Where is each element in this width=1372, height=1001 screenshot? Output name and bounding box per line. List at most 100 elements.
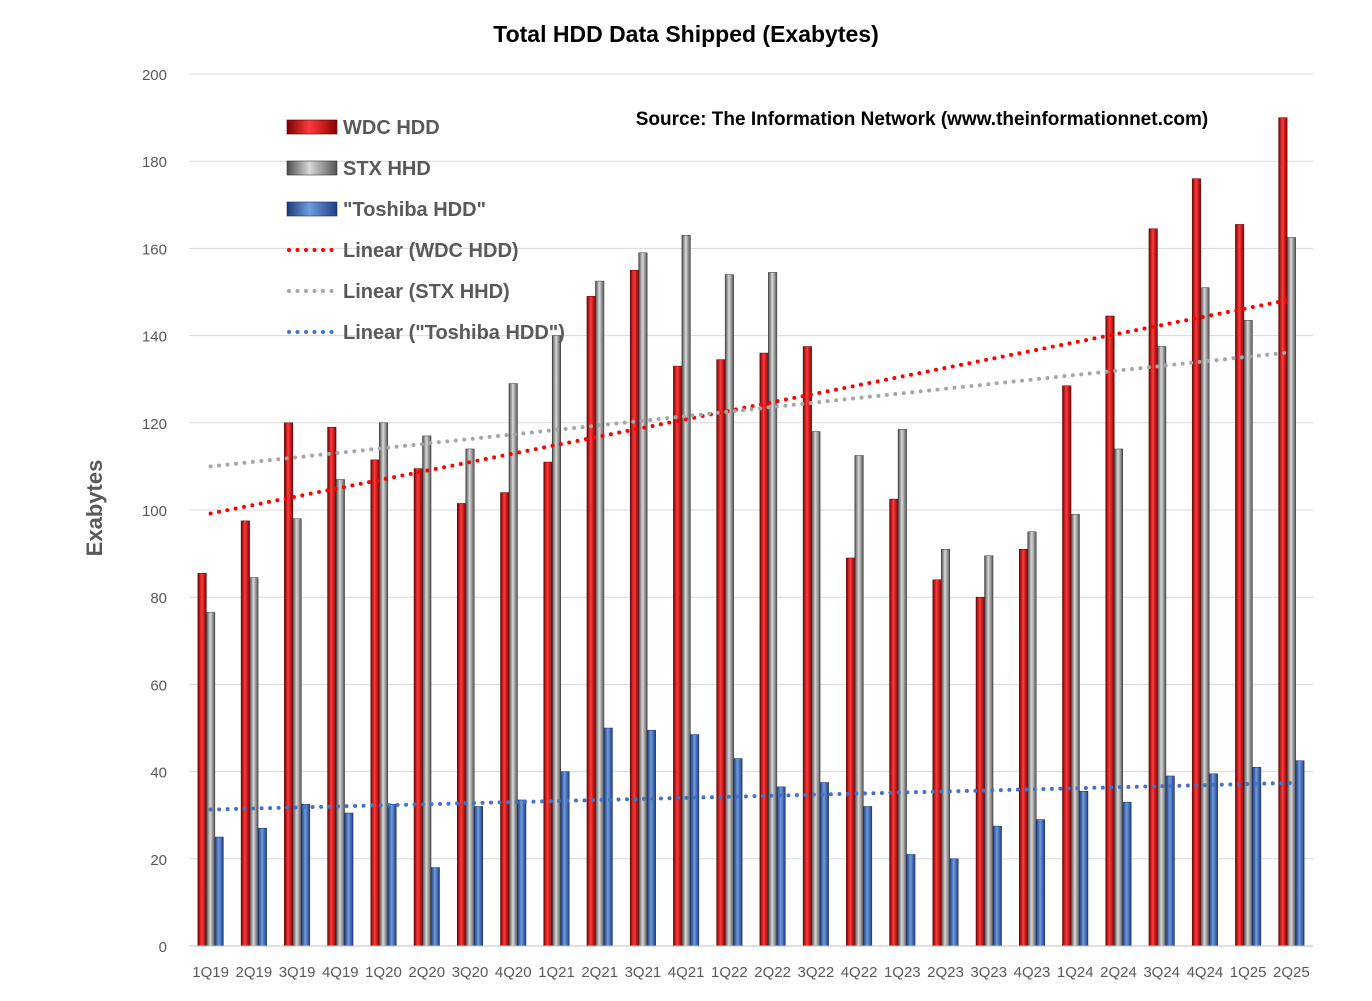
x-tick-label: 1Q20 bbox=[365, 964, 402, 981]
x-tick-label: 3Q24 bbox=[1143, 964, 1180, 981]
trendline-toshiba bbox=[208, 780, 1294, 812]
bar-toshiba-hdd-1q21 bbox=[560, 771, 570, 947]
bar-toshiba-hdd-2q24 bbox=[1122, 801, 1132, 947]
bar-toshiba-hdd-3q22 bbox=[819, 782, 829, 947]
bar-wdc-hdd-2q21 bbox=[586, 296, 596, 947]
bar-toshiba-hdd-2q19 bbox=[257, 828, 267, 947]
y-tick-label: 120 bbox=[142, 416, 167, 433]
chart-title: Total HDD Data Shipped (Exabytes) bbox=[493, 21, 879, 47]
bar-toshiba-hdd-1q22 bbox=[733, 758, 743, 947]
x-tick-label: 2Q20 bbox=[408, 964, 445, 981]
y-tick-labels: 0 20 40 60 80 100 120 140 160 180 200 bbox=[142, 67, 167, 956]
bar-stx-hhd-1q22 bbox=[724, 274, 734, 947]
bar-stx-hhd-4q22 bbox=[854, 455, 864, 947]
bar-toshiba-hdd-1q19 bbox=[214, 836, 224, 947]
x-tick-label: 1Q22 bbox=[711, 964, 748, 981]
bar-stx-hhd-3q20 bbox=[465, 448, 475, 947]
y-axis-label: Exabytes bbox=[82, 460, 107, 557]
bar-wdc-hdd-2q19 bbox=[240, 520, 250, 947]
legend-label: Linear (WDC HDD) bbox=[343, 240, 519, 262]
bar-toshiba-hdd-1q25 bbox=[1252, 766, 1262, 947]
x-tick-label: 4Q21 bbox=[668, 964, 705, 981]
bar-toshiba-hdd-4q20 bbox=[517, 799, 527, 947]
bar-wdc-hdd-4q20 bbox=[500, 492, 510, 947]
bar-stx-hhd-4q19 bbox=[335, 479, 345, 947]
bar-stx-hhd-3q22 bbox=[811, 431, 821, 947]
x-tick-label: 4Q22 bbox=[841, 964, 878, 981]
bar-stx-hhd-3q19 bbox=[292, 518, 302, 947]
x-tick-label: 4Q19 bbox=[322, 964, 359, 981]
bar-toshiba-hdd-3q20 bbox=[474, 806, 483, 947]
bar-wdc-hdd-2q25 bbox=[1278, 117, 1288, 947]
x-tick-label: 4Q20 bbox=[495, 964, 532, 981]
x-tick-label: 4Q24 bbox=[1187, 964, 1224, 981]
bar-toshiba-hdd-3q19 bbox=[301, 804, 311, 947]
x-tick-label: 3Q20 bbox=[452, 964, 489, 981]
bar-toshiba-hdd-1q23 bbox=[906, 854, 916, 947]
bar-stx-hhd-1q19 bbox=[206, 612, 216, 947]
x-tick-label: 2Q24 bbox=[1100, 964, 1137, 981]
legend-label: "Toshiba HDD" bbox=[343, 199, 486, 221]
bar-stx-hhd-2q22 bbox=[768, 272, 778, 947]
trendline-wdc bbox=[208, 297, 1294, 516]
bar-wdc-hdd-1q20 bbox=[370, 459, 380, 947]
x-tick-label: 1Q19 bbox=[192, 964, 229, 981]
legend-swatch bbox=[286, 201, 338, 217]
x-tick-labels: 1Q19 2Q19 3Q19 4Q19 1Q20 2Q20 3Q20 4Q20 1Q21 2Q21… bbox=[192, 964, 1309, 981]
bar-toshiba-hdd-3q24 bbox=[1165, 775, 1175, 947]
bar-wdc-hdd-3q20 bbox=[457, 503, 466, 947]
y-tick-label: 40 bbox=[150, 765, 167, 782]
bar-wdc-hdd-1q23 bbox=[889, 498, 899, 947]
legend-swatch bbox=[286, 160, 338, 176]
bar-stx-hhd-1q24 bbox=[1070, 514, 1080, 947]
bar-toshiba-hdd-3q23 bbox=[992, 825, 1002, 947]
bar-toshiba-hdd-4q24 bbox=[1208, 773, 1218, 947]
legend-label: Linear ("Toshiba HDD") bbox=[343, 322, 565, 344]
bar-stx-hhd-3q24 bbox=[1157, 346, 1167, 947]
x-tick-label: 2Q19 bbox=[235, 964, 272, 981]
x-tick-label: 3Q23 bbox=[970, 964, 1007, 981]
y-tick-label: 200 bbox=[142, 67, 167, 84]
bar-stx-hhd-4q24 bbox=[1200, 287, 1210, 947]
bar-toshiba-hdd-2q21 bbox=[603, 727, 613, 947]
legend-swatch bbox=[286, 119, 338, 135]
x-tick-label: 2Q23 bbox=[927, 964, 964, 981]
bar-stx-hhd-2q19 bbox=[249, 577, 259, 947]
y-tick-label: 60 bbox=[150, 677, 167, 694]
bar-wdc-hdd-1q24 bbox=[1062, 385, 1072, 947]
legend: WDC HDD STX HHD "Toshiba HDD" Linear (WDC H… bbox=[286, 117, 565, 344]
bar-wdc-hdd-3q22 bbox=[802, 346, 812, 947]
bar-stx-hhd-2q25 bbox=[1286, 237, 1296, 947]
bar-toshiba-hdd-4q23 bbox=[1036, 819, 1045, 947]
bar-wdc-hdd-1q19 bbox=[197, 572, 207, 947]
bar-wdc-hdd-4q23 bbox=[1019, 548, 1028, 947]
bar-wdc-hdd-3q19 bbox=[284, 422, 294, 947]
y-tick-label: 180 bbox=[142, 154, 167, 171]
y-tick-label: 100 bbox=[142, 503, 167, 520]
bar-wdc-hdd-2q22 bbox=[759, 352, 769, 947]
legend-label: Linear (STX HHD) bbox=[343, 281, 510, 303]
bar-toshiba-hdd-2q25 bbox=[1295, 760, 1305, 947]
bar-stx-hhd-2q24 bbox=[1113, 448, 1123, 947]
x-tick-label: 2Q21 bbox=[581, 964, 618, 981]
bar-wdc-hdd-3q21 bbox=[629, 269, 639, 947]
bar-stx-hhd-1q21 bbox=[551, 335, 561, 947]
x-tick-label: 3Q22 bbox=[797, 964, 834, 981]
bar-wdc-hdd-2q23 bbox=[932, 579, 942, 947]
bar-wdc-hdd-3q23 bbox=[975, 596, 985, 947]
bar-wdc-hdd-4q22 bbox=[846, 557, 856, 947]
bar-toshiba-hdd-2q20 bbox=[430, 867, 440, 947]
y-tick-label: 80 bbox=[150, 590, 167, 607]
bar-toshiba-hdd-4q19 bbox=[344, 812, 354, 947]
bar-stx-hhd-4q21 bbox=[681, 235, 691, 947]
bar-wdc-hdd-1q21 bbox=[543, 461, 553, 947]
x-tick-label: 1Q24 bbox=[1057, 964, 1094, 981]
bar-wdc-hdd-2q20 bbox=[413, 468, 423, 947]
x-tick-label: 2Q25 bbox=[1273, 964, 1310, 981]
x-tick-label: 2Q22 bbox=[754, 964, 791, 981]
bar-toshiba-hdd-3q21 bbox=[646, 729, 656, 947]
bar-stx-hhd-3q21 bbox=[638, 252, 648, 947]
trendlines bbox=[208, 297, 1294, 812]
bar-stx-hhd-3q23 bbox=[984, 555, 994, 947]
